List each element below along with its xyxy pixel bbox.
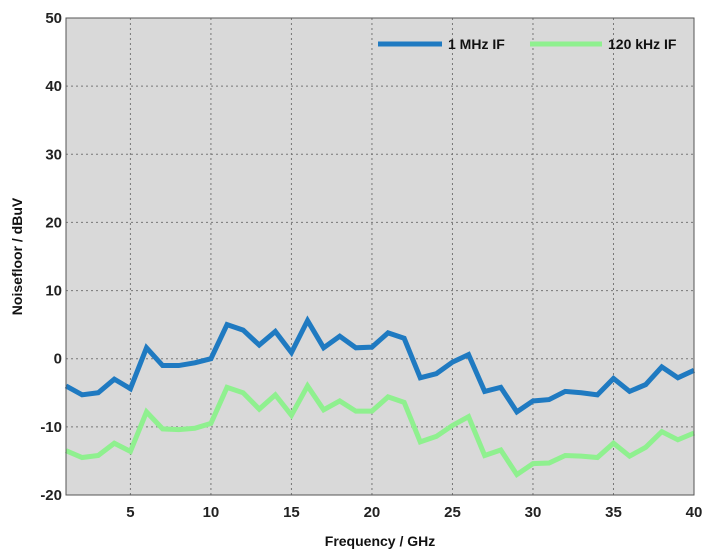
y-axis-label: Noisefloor / dBuV	[9, 197, 25, 315]
legend-label-120-khz-if: 120 kHz IF	[608, 36, 677, 52]
x-tick-label: 20	[364, 504, 381, 521]
x-tick-label: 15	[283, 504, 300, 521]
y-tick-label: 40	[45, 78, 62, 95]
y-tick-label: 20	[45, 214, 62, 231]
y-tick-label: 30	[45, 146, 62, 163]
x-tick-label: 35	[605, 504, 622, 521]
x-tick-label: 10	[203, 504, 220, 521]
x-tick-label: 5	[126, 504, 134, 521]
y-tick-label: 0	[54, 351, 62, 368]
series-layer	[64, 315, 696, 479]
series-line-1-mhz-if	[64, 315, 696, 416]
legend: 1 MHz IF 120 kHz IF	[378, 36, 677, 52]
x-tick-label: 25	[444, 504, 461, 521]
y-tick-label: 50	[45, 10, 62, 27]
x-tick-label: 40	[686, 504, 703, 521]
legend-label-1-mhz-if: 1 MHz IF	[448, 36, 505, 52]
series-line-120-khz-if	[65, 381, 695, 479]
y-tick-label: -10	[40, 419, 62, 436]
plot-frame	[65, 17, 695, 496]
x-axis-label: Frequency / GHz	[325, 533, 435, 549]
tick-labels: 5 10 15 20 25 30 35 40 -20 -10 0 10 20 30 40 50	[40, 10, 702, 521]
x-tick-label: 30	[525, 504, 542, 521]
plot-area	[66, 18, 694, 495]
y-tick-label: 10	[45, 283, 62, 300]
y-tick-label: -20	[40, 487, 62, 504]
